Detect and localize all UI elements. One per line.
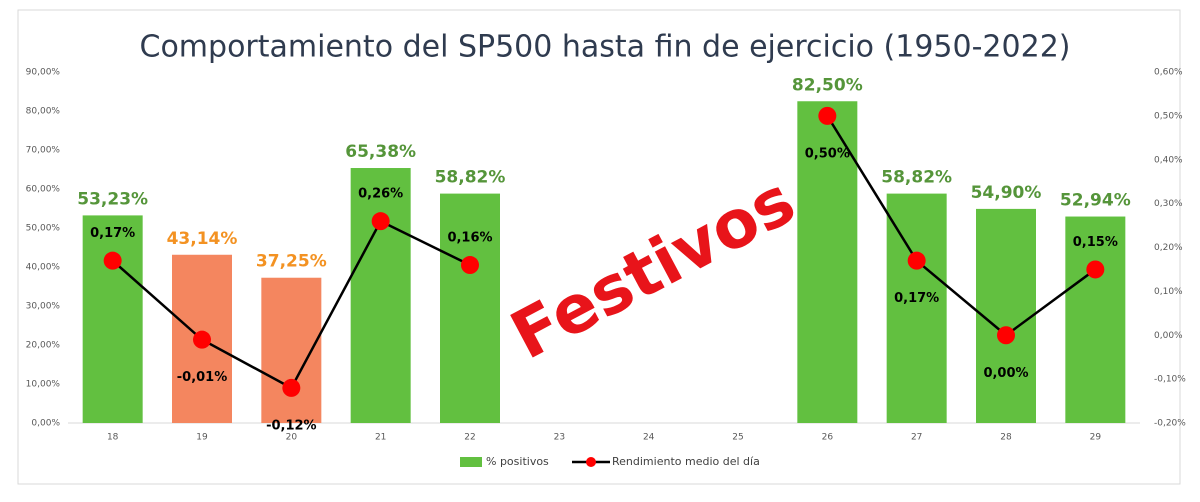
y2-tick-label: -0,20% xyxy=(1154,419,1186,429)
x-tick-label: 18 xyxy=(107,433,119,443)
y2-tick-label: 0,60% xyxy=(1154,68,1183,78)
y2-tick-label: 0,10% xyxy=(1154,287,1183,297)
x-tick-label: 24 xyxy=(643,433,655,443)
line-value-label: -0,01% xyxy=(177,370,228,385)
legend-marker xyxy=(586,457,596,467)
bar-value-label: 54,90% xyxy=(971,183,1042,203)
x-tick-label: 23 xyxy=(554,433,565,443)
line-value-label: -0,12% xyxy=(266,418,317,433)
bar-value-label: 58,82% xyxy=(435,168,506,188)
y2-tick-label: 0,30% xyxy=(1154,199,1183,209)
line-marker xyxy=(1086,260,1105,279)
bar xyxy=(797,101,858,423)
line-marker xyxy=(103,251,122,270)
bar xyxy=(886,193,947,423)
y-tick-label: 70,00% xyxy=(26,146,61,156)
line-marker xyxy=(193,330,211,349)
x-tick-label: 28 xyxy=(1000,433,1012,443)
legend-swatch xyxy=(460,457,482,467)
line-marker xyxy=(818,106,837,125)
y-tick-label: 0,00% xyxy=(31,419,60,429)
y2-tick-label: 0,00% xyxy=(1154,331,1183,341)
bar xyxy=(976,208,1036,423)
line-marker xyxy=(997,326,1015,345)
x-tick-label: 26 xyxy=(822,433,834,443)
x-tick-label: 22 xyxy=(464,433,475,443)
y2-tick-label: -0,10% xyxy=(1154,375,1186,385)
x-tick-label: 29 xyxy=(1090,433,1102,443)
bar-value-label: 37,25% xyxy=(256,252,327,272)
y-tick-label: 50,00% xyxy=(26,224,61,234)
x-tick-label: 20 xyxy=(286,433,298,443)
y2-tick-label: 0,50% xyxy=(1154,111,1183,121)
bar-value-label: 53,23% xyxy=(77,189,148,209)
y-tick-label: 60,00% xyxy=(26,185,61,195)
bar xyxy=(82,215,143,423)
line-value-label: 0,50% xyxy=(805,146,850,161)
chart-title: Comportamiento del SP500 hasta fin de ej… xyxy=(140,30,1071,65)
line-value-label: 0,16% xyxy=(447,231,492,246)
x-tick-label: 25 xyxy=(732,433,743,443)
line-value-label: 0,17% xyxy=(894,291,939,306)
line-marker xyxy=(907,251,926,270)
legend-label: Rendimiento medio del día xyxy=(612,455,760,468)
y2-tick-label: 0,20% xyxy=(1154,243,1183,253)
legend-label: % positivos xyxy=(486,455,549,468)
x-tick-label: 21 xyxy=(375,433,386,443)
bar-value-label: 52,94% xyxy=(1060,191,1131,211)
y-tick-label: 90,00% xyxy=(26,68,61,78)
bar-value-label: 58,82% xyxy=(881,168,952,188)
line-marker xyxy=(282,378,301,397)
y2-tick-label: 0,40% xyxy=(1154,155,1183,165)
line-value-label: 0,15% xyxy=(1073,235,1118,250)
line-value-label: 0,17% xyxy=(90,226,135,241)
y-tick-label: 40,00% xyxy=(26,263,61,273)
bar-value-label: 82,50% xyxy=(792,75,863,95)
bar xyxy=(350,168,411,423)
y-tick-label: 20,00% xyxy=(26,341,61,351)
y-tick-label: 30,00% xyxy=(26,302,61,312)
bar-value-label: 43,14% xyxy=(167,229,238,249)
x-tick-label: 27 xyxy=(911,433,922,443)
line-marker xyxy=(461,256,479,275)
y-tick-label: 80,00% xyxy=(26,107,61,117)
line-value-label: 0,00% xyxy=(983,366,1028,381)
bar xyxy=(1065,216,1126,423)
line-value-label: 0,26% xyxy=(358,187,403,202)
y-tick-label: 10,00% xyxy=(26,380,61,390)
line-marker xyxy=(371,212,390,231)
bar xyxy=(440,193,500,423)
bar-value-label: 65,38% xyxy=(345,142,416,162)
x-tick-label: 19 xyxy=(196,433,208,443)
